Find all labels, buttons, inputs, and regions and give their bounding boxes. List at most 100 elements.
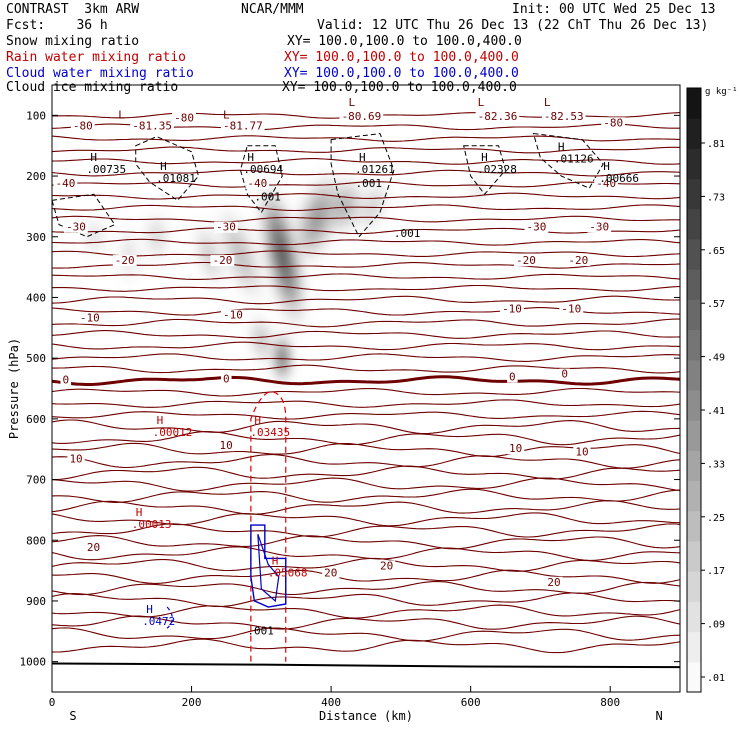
- colorbar-tick-label: .65: [707, 246, 725, 257]
- maximum-value: .00666: [599, 172, 639, 185]
- y-tick-label: 200: [26, 170, 46, 183]
- maximum-value: .0472: [142, 615, 175, 628]
- maximum-mark: H: [272, 555, 279, 568]
- temperature-contour-line: [52, 204, 680, 212]
- temperature-contour-line: [52, 238, 680, 246]
- temperature-contour-line: [52, 535, 680, 550]
- colorbar-swatch: [687, 299, 701, 331]
- cloud-water-field-xy: XY= 100.0,100.0 to 100.0,400.0: [284, 66, 519, 81]
- minimum-mark: L: [478, 96, 485, 109]
- temperature-contour-line: [52, 227, 680, 235]
- temperature-contour-label: -20: [115, 254, 135, 267]
- colorbar-tick-label: .09: [707, 620, 725, 631]
- maximum-mark: H: [90, 151, 97, 164]
- y-tick-label: 500: [26, 352, 46, 365]
- snow-shading-blob-9: [353, 173, 393, 240]
- temperature-contour-line: [52, 592, 680, 608]
- temperature-contour-line: [52, 158, 680, 165]
- colorbar-swatch: [687, 359, 701, 391]
- temperature-contour-line: [52, 250, 680, 258]
- snow-shading-blob-0: [255, 171, 309, 339]
- temperature-label-bg: [507, 443, 525, 455]
- temperature-contour-line: [52, 387, 680, 397]
- temperature-contour-label: -10: [80, 312, 100, 325]
- temperature-label-bg: [322, 567, 340, 579]
- colorbar-swatch: [687, 178, 701, 210]
- temperature-label-bg: [377, 560, 396, 572]
- temperature-contour-label: -30: [216, 221, 236, 234]
- maximum-mark: H: [254, 414, 261, 427]
- y-tick-label: 700: [26, 474, 46, 487]
- model-title: CONTRAST 3km ARW: [6, 2, 140, 17]
- plot-frame: [51, 84, 681, 693]
- rain-field-xy: XY= 100.0,100.0 to 100.0,400.0: [284, 50, 519, 65]
- temperature-contour-label: 10: [219, 439, 232, 452]
- temperature-contour-line: [52, 146, 680, 154]
- temperature-label-bg: [210, 255, 235, 267]
- temperature-contour-label: 0: [223, 372, 230, 385]
- temperature-contour-label: -40: [247, 177, 267, 190]
- maximum-mark: H: [247, 151, 254, 164]
- colorbar-swatch: [687, 148, 701, 180]
- temperature-label-bg: [507, 371, 518, 383]
- snow-field-xy: XY= 100.0,100.0 to 100.0,400.0: [287, 34, 522, 49]
- colorbar-swatch: [687, 661, 701, 693]
- maximum-value: .01081: [156, 172, 196, 185]
- colorbar-swatch: [687, 480, 701, 512]
- temperature-label-bg: [594, 177, 619, 189]
- x-tick-label: 400: [321, 696, 341, 709]
- colorbar-swatch: [687, 541, 701, 572]
- cloud-ice-contour-2: [330, 133, 395, 238]
- forecast-hour: Fcst: 36 h: [6, 18, 108, 33]
- y-tick-label: 1000: [20, 656, 47, 669]
- temperature-label-bg: [220, 373, 232, 385]
- colorbar-swatch: [687, 510, 701, 542]
- temperature-contour-line: [52, 523, 680, 538]
- temperature-contour-line: [52, 580, 680, 596]
- temperature-contour-line: [52, 454, 680, 469]
- maximum-value: .02328: [477, 163, 517, 176]
- y-tick-label: 400: [26, 291, 46, 304]
- minimum-mark: L: [349, 96, 356, 109]
- colorbar-tick-label: .49: [707, 353, 725, 364]
- cloud-ice-contour-0: [135, 136, 200, 201]
- temperature-contour-line: [52, 135, 680, 142]
- temperature-label-bg: [60, 374, 72, 386]
- maximum-mark: H: [146, 603, 153, 616]
- maximum-value: .00694: [243, 163, 283, 176]
- cloud-water-small-contour: [166, 606, 173, 629]
- temperature-label-bg: [573, 446, 591, 458]
- maximum-mark: H: [359, 151, 366, 164]
- temperature-contour-line: [52, 307, 680, 316]
- snow-contour-label: .001: [394, 227, 421, 240]
- temperature-contour-label: -80: [603, 116, 623, 129]
- maximum-mark: H: [136, 506, 143, 519]
- temperature-contour-line: [52, 295, 680, 305]
- temperature-label-bg: [70, 120, 95, 132]
- temperature-contour-line: [52, 410, 680, 420]
- y-tick-label: 600: [26, 413, 46, 426]
- snow-shading-blob-11: [246, 310, 277, 370]
- y-tick-label: 900: [26, 595, 46, 608]
- temperature-contour-line: [52, 604, 680, 619]
- temperature-contour-label: 20: [324, 567, 337, 580]
- colorbar-swatch: [687, 450, 701, 482]
- temperature-contour-line: [52, 512, 680, 527]
- colorbar-swatch: [687, 239, 701, 270]
- temperature-label-bg: [559, 368, 570, 380]
- cloud-ice-contour-1: [239, 145, 283, 214]
- temperature-label-bg: [587, 221, 612, 233]
- temperature-contour-line: [52, 488, 680, 503]
- temperature-label-bg: [84, 542, 103, 554]
- y-axis-label: Pressure (hPa): [7, 338, 21, 439]
- temperature-contour-line: [52, 364, 680, 374]
- x-tick-label: 800: [600, 696, 620, 709]
- temperature-contour-line: [52, 318, 680, 328]
- colorbar: .81 .73 .65 .57 .49 .41 .33 .25 .17 .09 .01 g kg⁻¹: [686, 87, 738, 693]
- snow-contour-label: .001: [356, 177, 383, 190]
- snow-shading-blob-10: [469, 168, 486, 209]
- snow-contour-label: .001: [254, 190, 281, 203]
- colorbar-frame: [686, 87, 702, 693]
